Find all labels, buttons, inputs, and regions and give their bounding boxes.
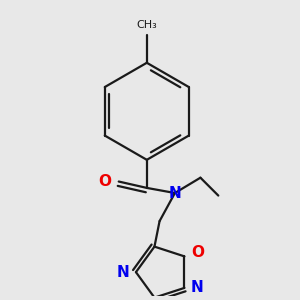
Text: N: N bbox=[191, 280, 204, 296]
Text: N: N bbox=[117, 265, 130, 280]
Text: CH₃: CH₃ bbox=[136, 20, 157, 30]
Text: N: N bbox=[169, 185, 181, 200]
Text: O: O bbox=[191, 245, 204, 260]
Text: O: O bbox=[98, 174, 111, 189]
